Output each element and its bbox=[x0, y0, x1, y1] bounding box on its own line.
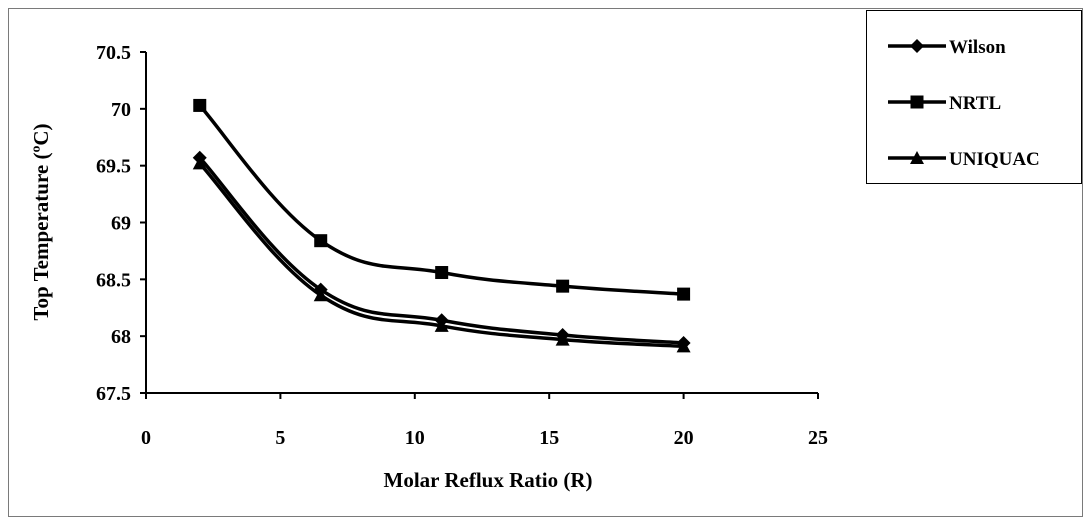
x-tick-label: 25 bbox=[808, 427, 828, 449]
data-point bbox=[193, 98, 207, 112]
series-nrtl bbox=[193, 98, 691, 301]
x-tick-label: 0 bbox=[141, 427, 151, 449]
data-point bbox=[435, 266, 449, 280]
y-tick-label: 67.5 bbox=[96, 383, 131, 405]
legend-label: Wilson bbox=[949, 37, 1006, 58]
data-point bbox=[313, 288, 328, 302]
y-tick-label: 70 bbox=[111, 99, 131, 121]
y-ticks: 67.5 68 68.5 69 69.5 70 70.5 bbox=[96, 42, 146, 405]
y-tick-label: 68.5 bbox=[96, 269, 131, 291]
x-tick-label: 5 bbox=[275, 427, 285, 449]
y-tick-label: 68 bbox=[111, 326, 131, 348]
data-point bbox=[910, 151, 924, 164]
data-point bbox=[677, 287, 691, 301]
y-tick-label: 69.5 bbox=[96, 156, 131, 178]
data-point bbox=[192, 156, 207, 170]
legend-item: NRTL bbox=[888, 93, 1001, 114]
legend-box bbox=[866, 10, 1082, 184]
data-point bbox=[314, 234, 328, 248]
data-point bbox=[555, 332, 570, 346]
y-tick-label: 69 bbox=[111, 213, 131, 235]
legend: Wilson NRTL UNIQUAC bbox=[866, 10, 1082, 184]
data-point bbox=[676, 339, 691, 353]
series-group bbox=[192, 98, 691, 353]
x-tick-label: 10 bbox=[405, 427, 425, 449]
data-point bbox=[556, 279, 570, 293]
legend-item: Wilson bbox=[888, 37, 1006, 58]
y-axis-title: Top Temperature (ºC) bbox=[29, 123, 53, 320]
legend-label: NRTL bbox=[949, 93, 1001, 114]
data-point bbox=[910, 95, 924, 109]
data-point bbox=[434, 318, 449, 332]
x-axis-title: Molar Reflux Ratio (R) bbox=[384, 468, 593, 492]
x-tick-label: 20 bbox=[674, 427, 694, 449]
y-tick-label: 70.5 bbox=[96, 42, 131, 64]
legend-item: UNIQUAC bbox=[888, 149, 1040, 170]
legend-label: UNIQUAC bbox=[949, 149, 1040, 170]
x-tick-label: 15 bbox=[539, 427, 559, 449]
data-point bbox=[910, 39, 924, 53]
series-uniquac bbox=[192, 156, 691, 353]
x-ticks: 0 5 10 15 20 25 bbox=[141, 393, 828, 449]
